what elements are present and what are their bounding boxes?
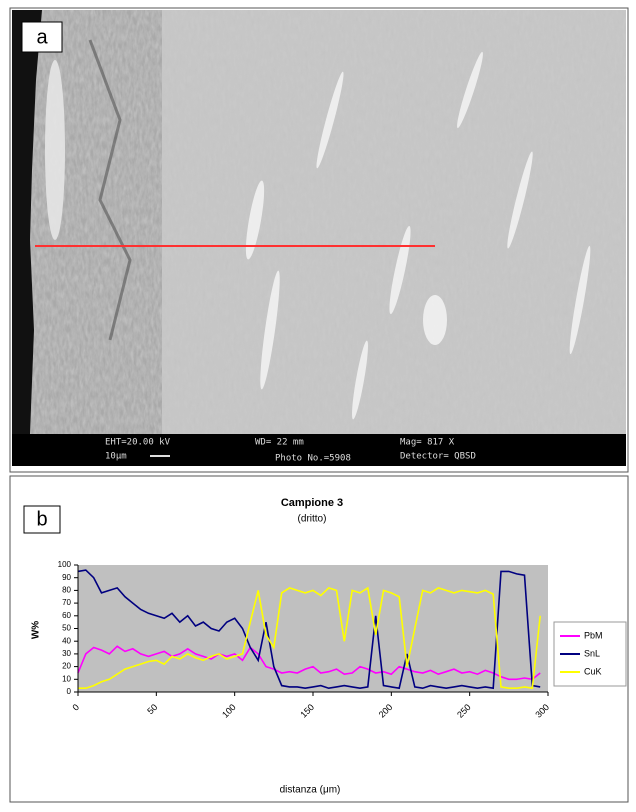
x-axis-label: distanza (μm) <box>280 785 341 796</box>
plot-area <box>78 565 548 692</box>
y-tick-label: 60 <box>62 611 71 620</box>
panel-label: a <box>36 26 48 48</box>
y-tick-label: 10 <box>62 674 71 683</box>
sem-info: Detector= QBSD <box>400 452 476 462</box>
y-axis-label: W% <box>31 621 42 639</box>
y-tick-label: 80 <box>62 586 71 595</box>
chart-subtitle: (dritto) <box>298 514 327 525</box>
legend-label: PbM <box>584 630 603 640</box>
sem-info: Mag= 817 X <box>400 438 455 448</box>
sem-image <box>12 10 626 466</box>
sem-info: Photo No.=5908 <box>275 454 351 464</box>
y-tick-label: 90 <box>62 573 71 582</box>
y-tick-label: 70 <box>62 598 71 607</box>
y-tick-label: 100 <box>58 560 72 569</box>
sem-info: 10μm <box>105 452 127 462</box>
sem-info: EHT=20.00 kV <box>105 438 171 448</box>
y-tick-label: 50 <box>62 624 71 633</box>
y-tick-label: 40 <box>62 636 71 645</box>
sem-info: WD= 22 mm <box>255 438 304 448</box>
legend-label: CuK <box>584 666 602 676</box>
y-tick-label: 20 <box>62 662 71 671</box>
y-tick-label: 30 <box>62 649 71 658</box>
chart-title: Campione 3 <box>281 497 343 509</box>
y-tick-label: 0 <box>67 687 72 696</box>
panel-label: b <box>36 508 47 530</box>
figure: a EHT=20.00 kV WD= 22 mm Mag= 817 X 10μm… <box>0 0 636 807</box>
legend-label: SnL <box>584 648 600 658</box>
